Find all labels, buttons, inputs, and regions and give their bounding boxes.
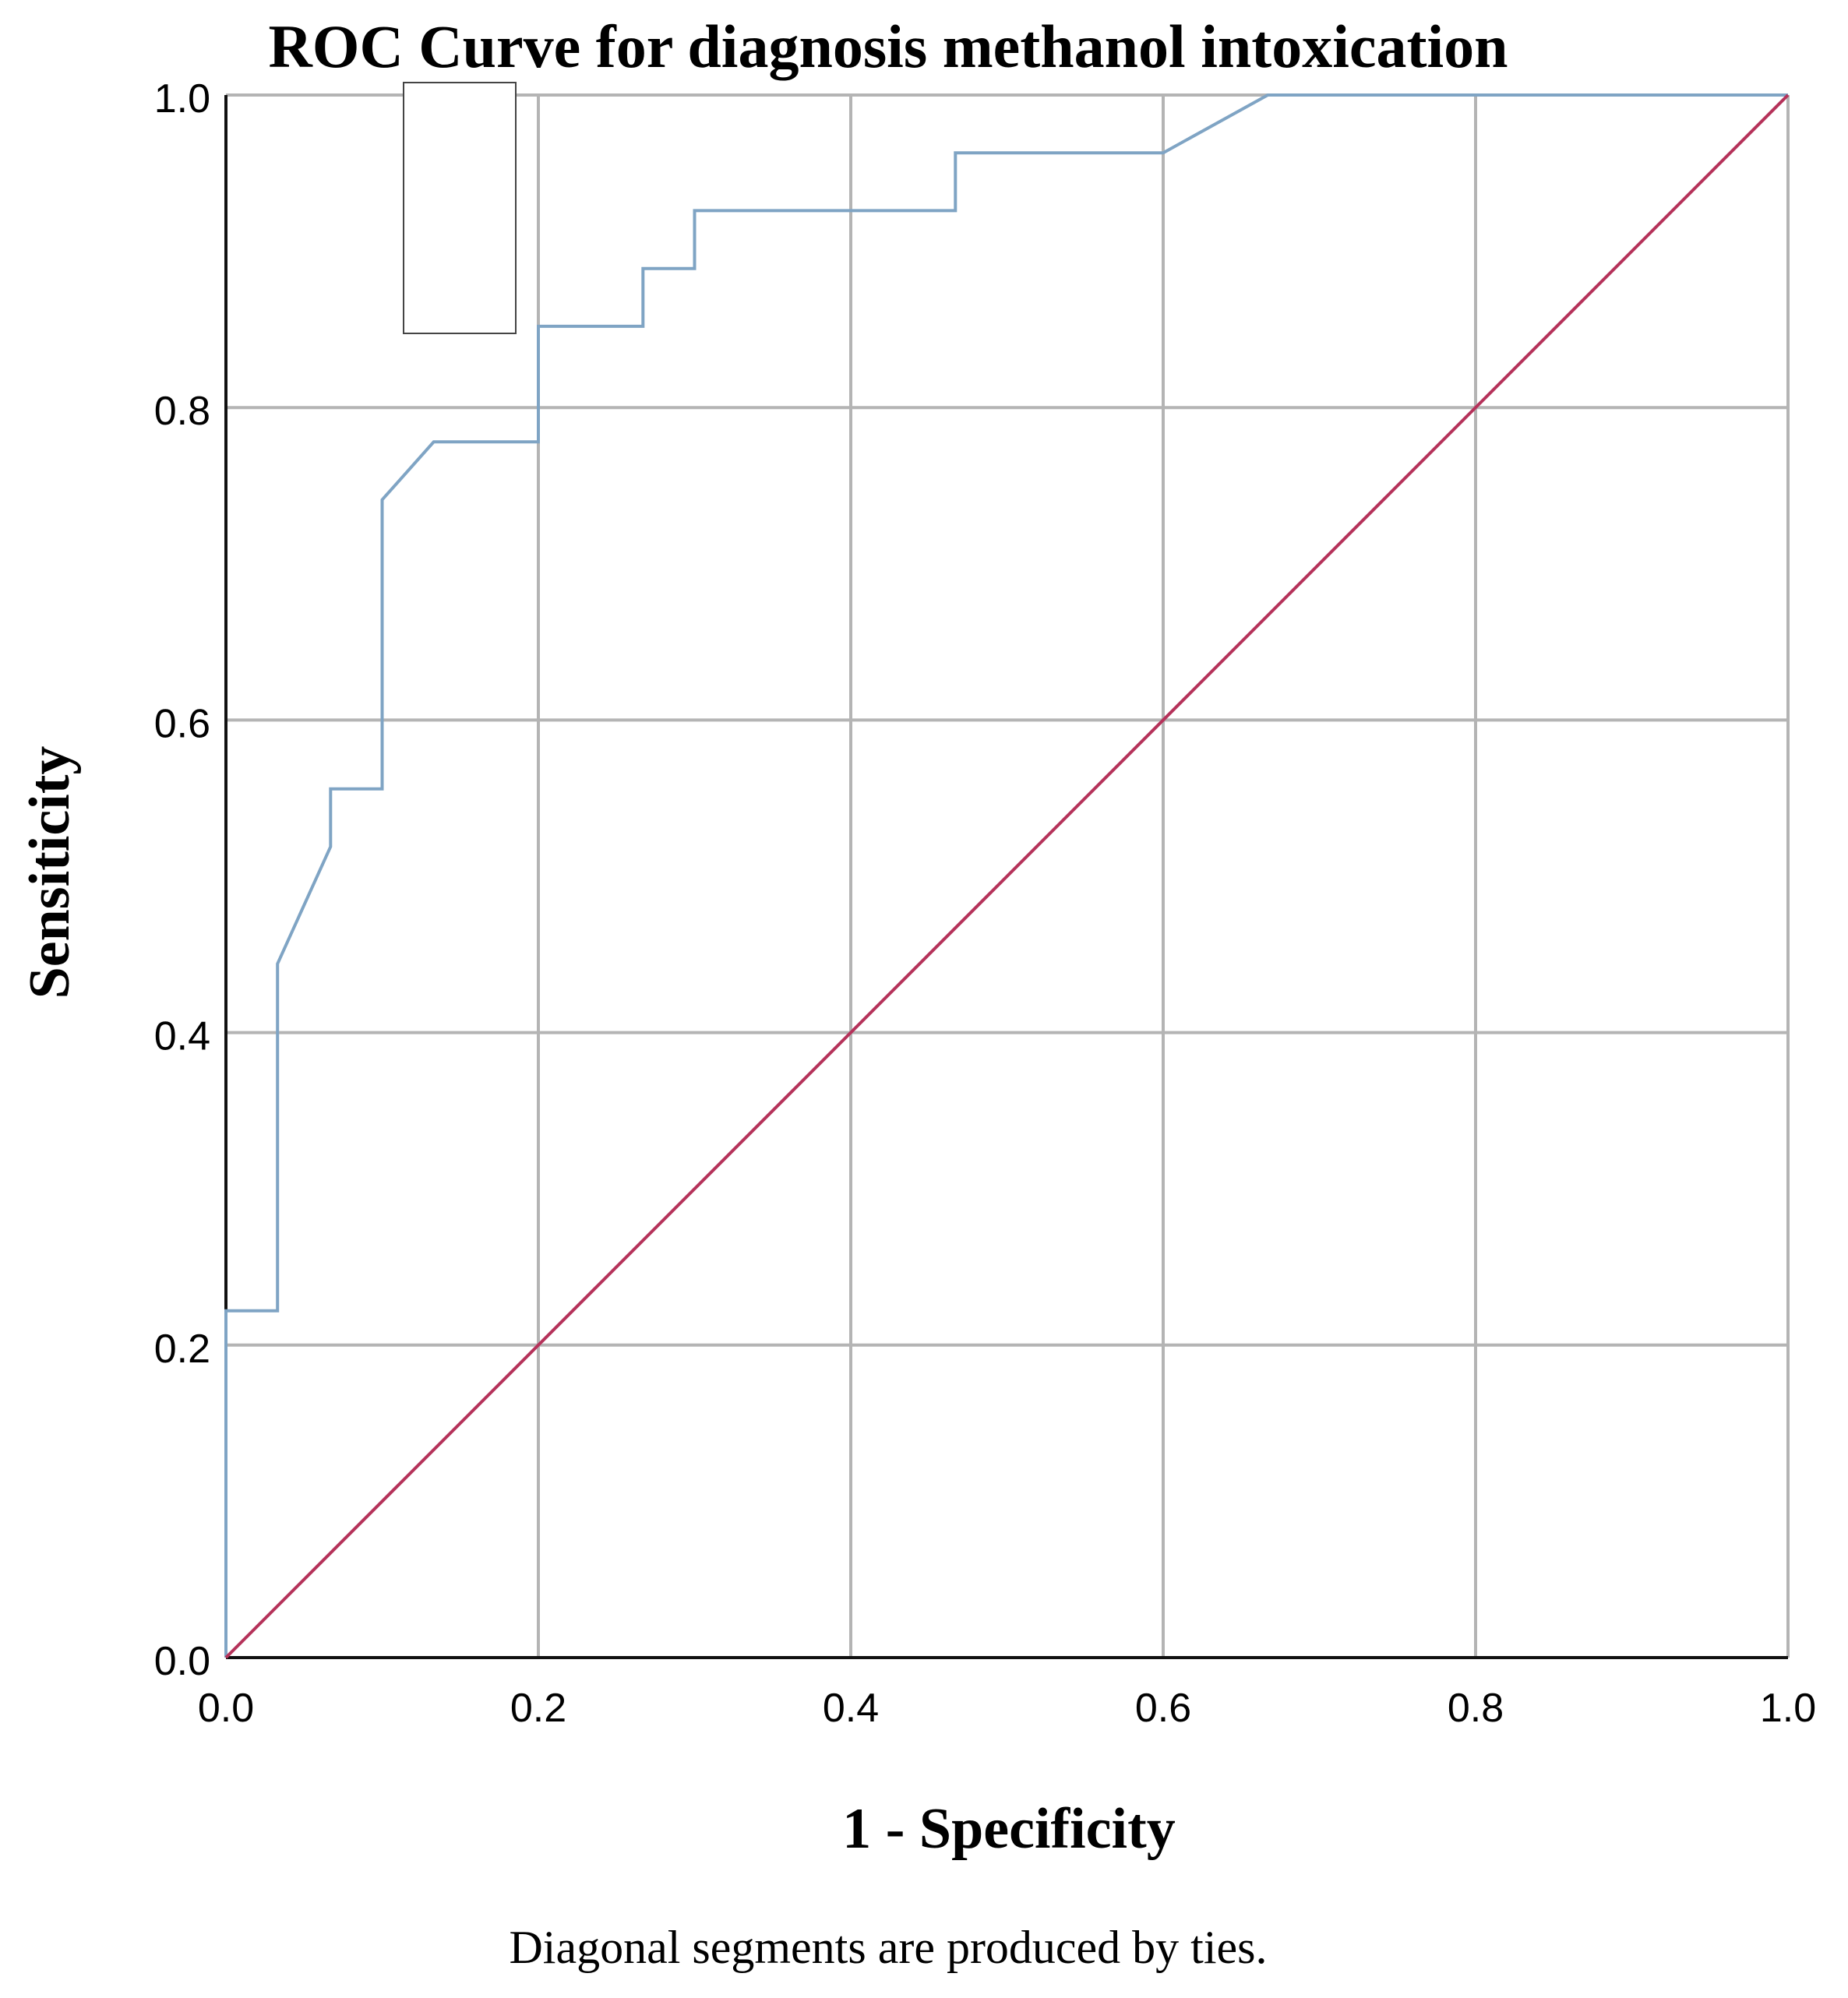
reference-diagonal-line — [224, 93, 1790, 1659]
x-tick-label: 0.8 — [1448, 1686, 1504, 1731]
y-tick-label: 0.4 — [154, 1014, 210, 1059]
chart-footnote: Diagonal segments are produced by ties. — [509, 1922, 1267, 1973]
y-tick-label: 0.0 — [154, 1639, 210, 1684]
tick-labels: 0.0 0.2 0.4 0.6 0.8 1.0 0.0 0.2 0.4 0.6 0.8 1.0 — [154, 76, 1816, 1731]
x-tick-label: 0.0 — [198, 1686, 254, 1731]
y-tick-label: 0.8 — [154, 389, 210, 434]
x-tick-label: 0.6 — [1135, 1686, 1191, 1731]
y-tick-label: 1.0 — [154, 76, 210, 122]
chart-title: ROC Curve for diagnosis methanol intoxic… — [268, 12, 1508, 80]
x-tick-label: 0.4 — [823, 1686, 879, 1731]
y-tick-label: 0.6 — [154, 701, 210, 746]
y-axis-label: Sensiticity — [18, 746, 82, 999]
x-tick-label: 0.2 — [510, 1686, 566, 1731]
data-series — [224, 93, 1790, 1659]
x-tick-label: 1.0 — [1760, 1686, 1816, 1731]
legend-box — [403, 82, 517, 334]
y-tick-label: 0.2 — [154, 1327, 210, 1372]
x-axis-label: 1 - Specificity — [842, 1797, 1175, 1861]
roc-curve-line — [224, 93, 1788, 1658]
